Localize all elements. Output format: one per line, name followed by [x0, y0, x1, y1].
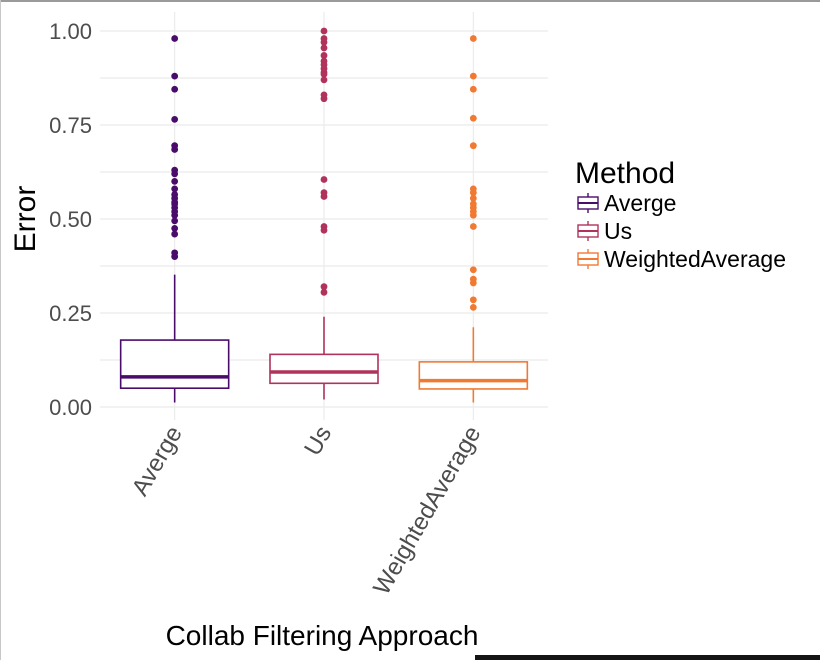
y-axis-label: Error: [9, 186, 42, 253]
box-iqr: [269, 353, 379, 385]
outlier-point: [171, 115, 179, 123]
outlier-point: [320, 283, 328, 291]
outlier-point: [320, 27, 328, 35]
outlier-point: [171, 211, 179, 219]
outlier-point: [171, 72, 179, 80]
outlier-point: [469, 296, 477, 304]
y-tick-label: 0.50: [49, 207, 92, 232]
outlier-point: [171, 146, 179, 153]
outlier-point: [469, 189, 477, 197]
legend-item: WeightedAverage: [577, 246, 786, 272]
outlier-point: [171, 217, 179, 225]
x-axis-ticks: Averge Us WeightedAverage: [127, 422, 487, 600]
window-top-border: [0, 0, 820, 2]
outlier-point: [171, 225, 179, 232]
outlier-point: [320, 95, 328, 103]
outlier-point: [320, 288, 328, 296]
boxes: [119, 274, 529, 403]
outlier-point: [469, 35, 477, 42]
outlier-point: [320, 70, 328, 78]
x-axis-label: Collab Filtering Approach: [166, 620, 479, 651]
outlier-point: [171, 230, 179, 238]
outlier-point: [320, 226, 328, 234]
legend-label: WeightedAverage: [604, 246, 786, 272]
y-tick-label: 1.00: [49, 19, 92, 44]
window-bottom-strip: [475, 655, 820, 660]
y-tick-label: 0.75: [49, 113, 92, 138]
y-axis-ticks: 0.00 0.25 0.50 0.75 1.00: [49, 19, 92, 420]
outlier-points: [171, 27, 477, 311]
outlier-point: [469, 303, 477, 311]
outlier-point: [469, 211, 477, 219]
outlier-point: [469, 72, 477, 80]
outlier-point: [469, 114, 477, 122]
legend-item: Us: [577, 218, 632, 244]
outlier-point: [171, 35, 179, 42]
outlier-point: [469, 142, 477, 150]
x-tick-label: WeightedAverage: [368, 422, 486, 600]
outlier-point: [469, 85, 477, 93]
outlier-point: [469, 223, 477, 230]
y-tick-label: 0.00: [49, 395, 92, 420]
window-left-border: [0, 0, 1, 660]
legend-label: Averge: [604, 190, 676, 216]
box-iqr: [119, 339, 230, 389]
outlier-point: [320, 44, 328, 52]
outlier-point: [469, 279, 477, 287]
x-tick-label: Averge: [127, 422, 188, 501]
outlier-point: [320, 76, 328, 84]
outlier-point: [171, 185, 179, 193]
box-iqr: [418, 361, 529, 390]
x-tick-label: Us: [299, 422, 337, 461]
legend-item: Averge: [577, 190, 676, 216]
outlier-point: [469, 194, 477, 202]
outlier-point: [171, 85, 179, 93]
outlier-point: [320, 38, 328, 46]
outlier-point: [171, 178, 179, 185]
outlier-point: [320, 52, 328, 59]
outlier-point: [320, 193, 328, 200]
legend-label: Us: [604, 218, 632, 244]
y-tick-label: 0.25: [49, 301, 92, 326]
legend-title: Method: [575, 157, 675, 190]
outlier-point: [320, 176, 328, 183]
outlier-point: [171, 170, 179, 178]
outlier-point: [469, 266, 477, 274]
outlier-point: [171, 253, 179, 260]
